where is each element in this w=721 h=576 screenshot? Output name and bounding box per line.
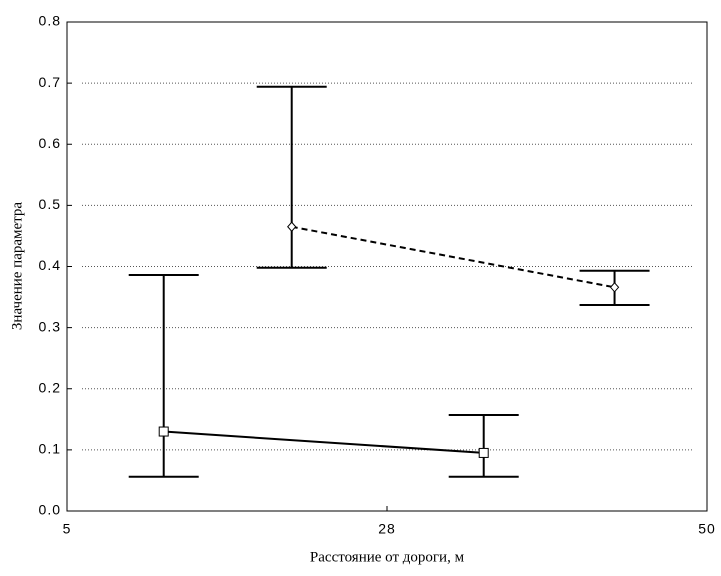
point xyxy=(158,426,169,437)
x-tick-label: 50 xyxy=(698,521,716,537)
y-tick-label: 0.5 xyxy=(39,196,61,212)
y-axis-label: Значение параметра xyxy=(9,202,25,330)
y-tick-label: 0.2 xyxy=(39,379,61,395)
y-tick-label: 0.6 xyxy=(39,135,61,151)
x-tick-label: 5 xyxy=(63,521,72,537)
y-tick-label: 0.1 xyxy=(39,441,61,457)
point xyxy=(609,282,620,293)
y-tick-label: 0.0 xyxy=(39,502,61,518)
y-tick-label: 0.3 xyxy=(39,318,61,334)
x-tick-label: 28 xyxy=(378,521,396,537)
y-tick-label: 0.8 xyxy=(39,13,61,29)
x-axis-label: Расстояние от дороги, м xyxy=(310,549,465,565)
series-line xyxy=(291,225,615,289)
y-tick-label: 0.4 xyxy=(39,257,61,273)
y-tick-label: 0.7 xyxy=(39,74,61,90)
point xyxy=(287,221,297,233)
series-line xyxy=(163,430,484,454)
point xyxy=(478,447,489,458)
